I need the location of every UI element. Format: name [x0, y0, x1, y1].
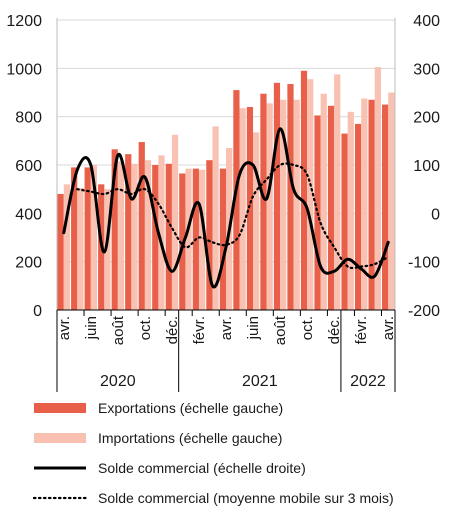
legend-swatch-exportations: [34, 403, 86, 413]
bar-importations: [212, 126, 219, 310]
y-right-tick-label: 100: [413, 158, 440, 175]
bar-importations: [253, 132, 260, 310]
x-month-label: févr.: [191, 316, 208, 344]
bar-importations: [158, 155, 165, 310]
bar-importations: [361, 98, 368, 311]
x-month-label: avr.: [56, 316, 73, 340]
bar-exportations: [152, 165, 159, 310]
x-month-label: août: [272, 315, 289, 345]
y-right-tick-label: 0: [431, 206, 440, 223]
y-right-tick-label: 300: [413, 61, 440, 78]
bar-importations: [117, 161, 125, 310]
bar-exportations: [165, 163, 172, 310]
bar-exportations: [382, 104, 389, 310]
bar-exportations: [206, 160, 213, 310]
bar-importations: [388, 92, 395, 310]
bar-importations: [198, 169, 206, 310]
y-left-tick-label: 600: [15, 158, 42, 175]
bar-exportations: [287, 84, 294, 311]
bar-importations: [104, 189, 111, 310]
year-label: 2021: [242, 373, 278, 390]
bar-importations: [239, 108, 246, 310]
x-month-label: août: [110, 315, 127, 345]
x-month-label: oct.: [137, 316, 154, 340]
bar-importations: [266, 103, 273, 310]
bar-exportations: [138, 142, 145, 310]
y-right-tick-label: -100: [408, 255, 440, 272]
year-label: 2020: [100, 373, 136, 390]
bar-exportations: [71, 167, 78, 310]
bar-importations: [280, 99, 287, 310]
legend-label: Exportations (échelle gauche): [98, 400, 283, 416]
bar-importations: [374, 67, 381, 310]
bar-exportations: [273, 82, 281, 310]
bar-exportations: [354, 123, 362, 311]
bar-exportations: [300, 70, 308, 310]
bar-importations: [77, 187, 84, 310]
bar-importations: [131, 163, 138, 310]
year-label: 2022: [350, 373, 386, 390]
y-left-tick-label: 1000: [6, 61, 42, 78]
line-solde-commercial: [62, 127, 390, 289]
y-left-tick-label: 200: [15, 255, 42, 272]
y-right-tick-label: -200: [408, 303, 440, 320]
bar-exportations: [233, 90, 240, 310]
y-left-tick-label: 1200: [6, 13, 42, 30]
bar-series: [57, 67, 395, 311]
bar-importations: [334, 74, 341, 310]
bar-exportations: [219, 168, 226, 310]
legend: Exportations (échelle gauche) Importation…: [32, 400, 394, 506]
x-month-label: juin: [83, 316, 100, 340]
bar-importations: [307, 79, 314, 310]
bar-exportations: [260, 93, 267, 310]
x-month-label: déc.: [326, 316, 343, 344]
bar-importations: [320, 93, 327, 310]
bar-exportations: [368, 99, 375, 310]
x-month-label: avr.: [218, 316, 235, 340]
bar-exportations: [84, 167, 91, 310]
bar-importations: [171, 134, 179, 310]
line-series: [62, 127, 390, 289]
legend-swatch-importations: [34, 433, 86, 443]
bar-importations: [144, 160, 152, 310]
y-right-tick-label: 400: [413, 13, 440, 30]
x-month-label: avr.: [380, 316, 397, 340]
legend-label: Solde commercial (échelle droite): [98, 460, 306, 476]
bar-importations: [63, 184, 70, 310]
bar-exportations: [341, 133, 348, 310]
bar-exportations: [246, 107, 254, 310]
bar-exportations: [125, 154, 132, 310]
x-month-label: juin: [245, 316, 262, 340]
bar-importations: [90, 165, 98, 310]
legend-label: Solde commercial (moyenne mobile sur 3 m…: [98, 490, 394, 506]
y-left-tick-label: 800: [15, 110, 42, 127]
legend-label: Importations (échelle gauche): [98, 430, 282, 446]
axes: 0 200 400 600 800 1000 1200 -200 -100 0 100 200 300 4…: [6, 13, 440, 392]
y-right-tick-label: 200: [413, 110, 440, 127]
y-left-tick-label: 400: [15, 206, 42, 223]
bar-importations: [347, 111, 354, 310]
x-month-label: oct.: [299, 316, 316, 340]
x-month-label: déc.: [164, 316, 181, 344]
bar-exportations: [327, 105, 335, 311]
bar-importations: [185, 168, 192, 310]
y-left-tick-label: 0: [33, 303, 42, 320]
bar-exportations: [111, 149, 118, 310]
x-month-label: févr.: [353, 316, 370, 344]
bar-exportations: [57, 194, 64, 310]
bar-importations: [293, 99, 300, 310]
